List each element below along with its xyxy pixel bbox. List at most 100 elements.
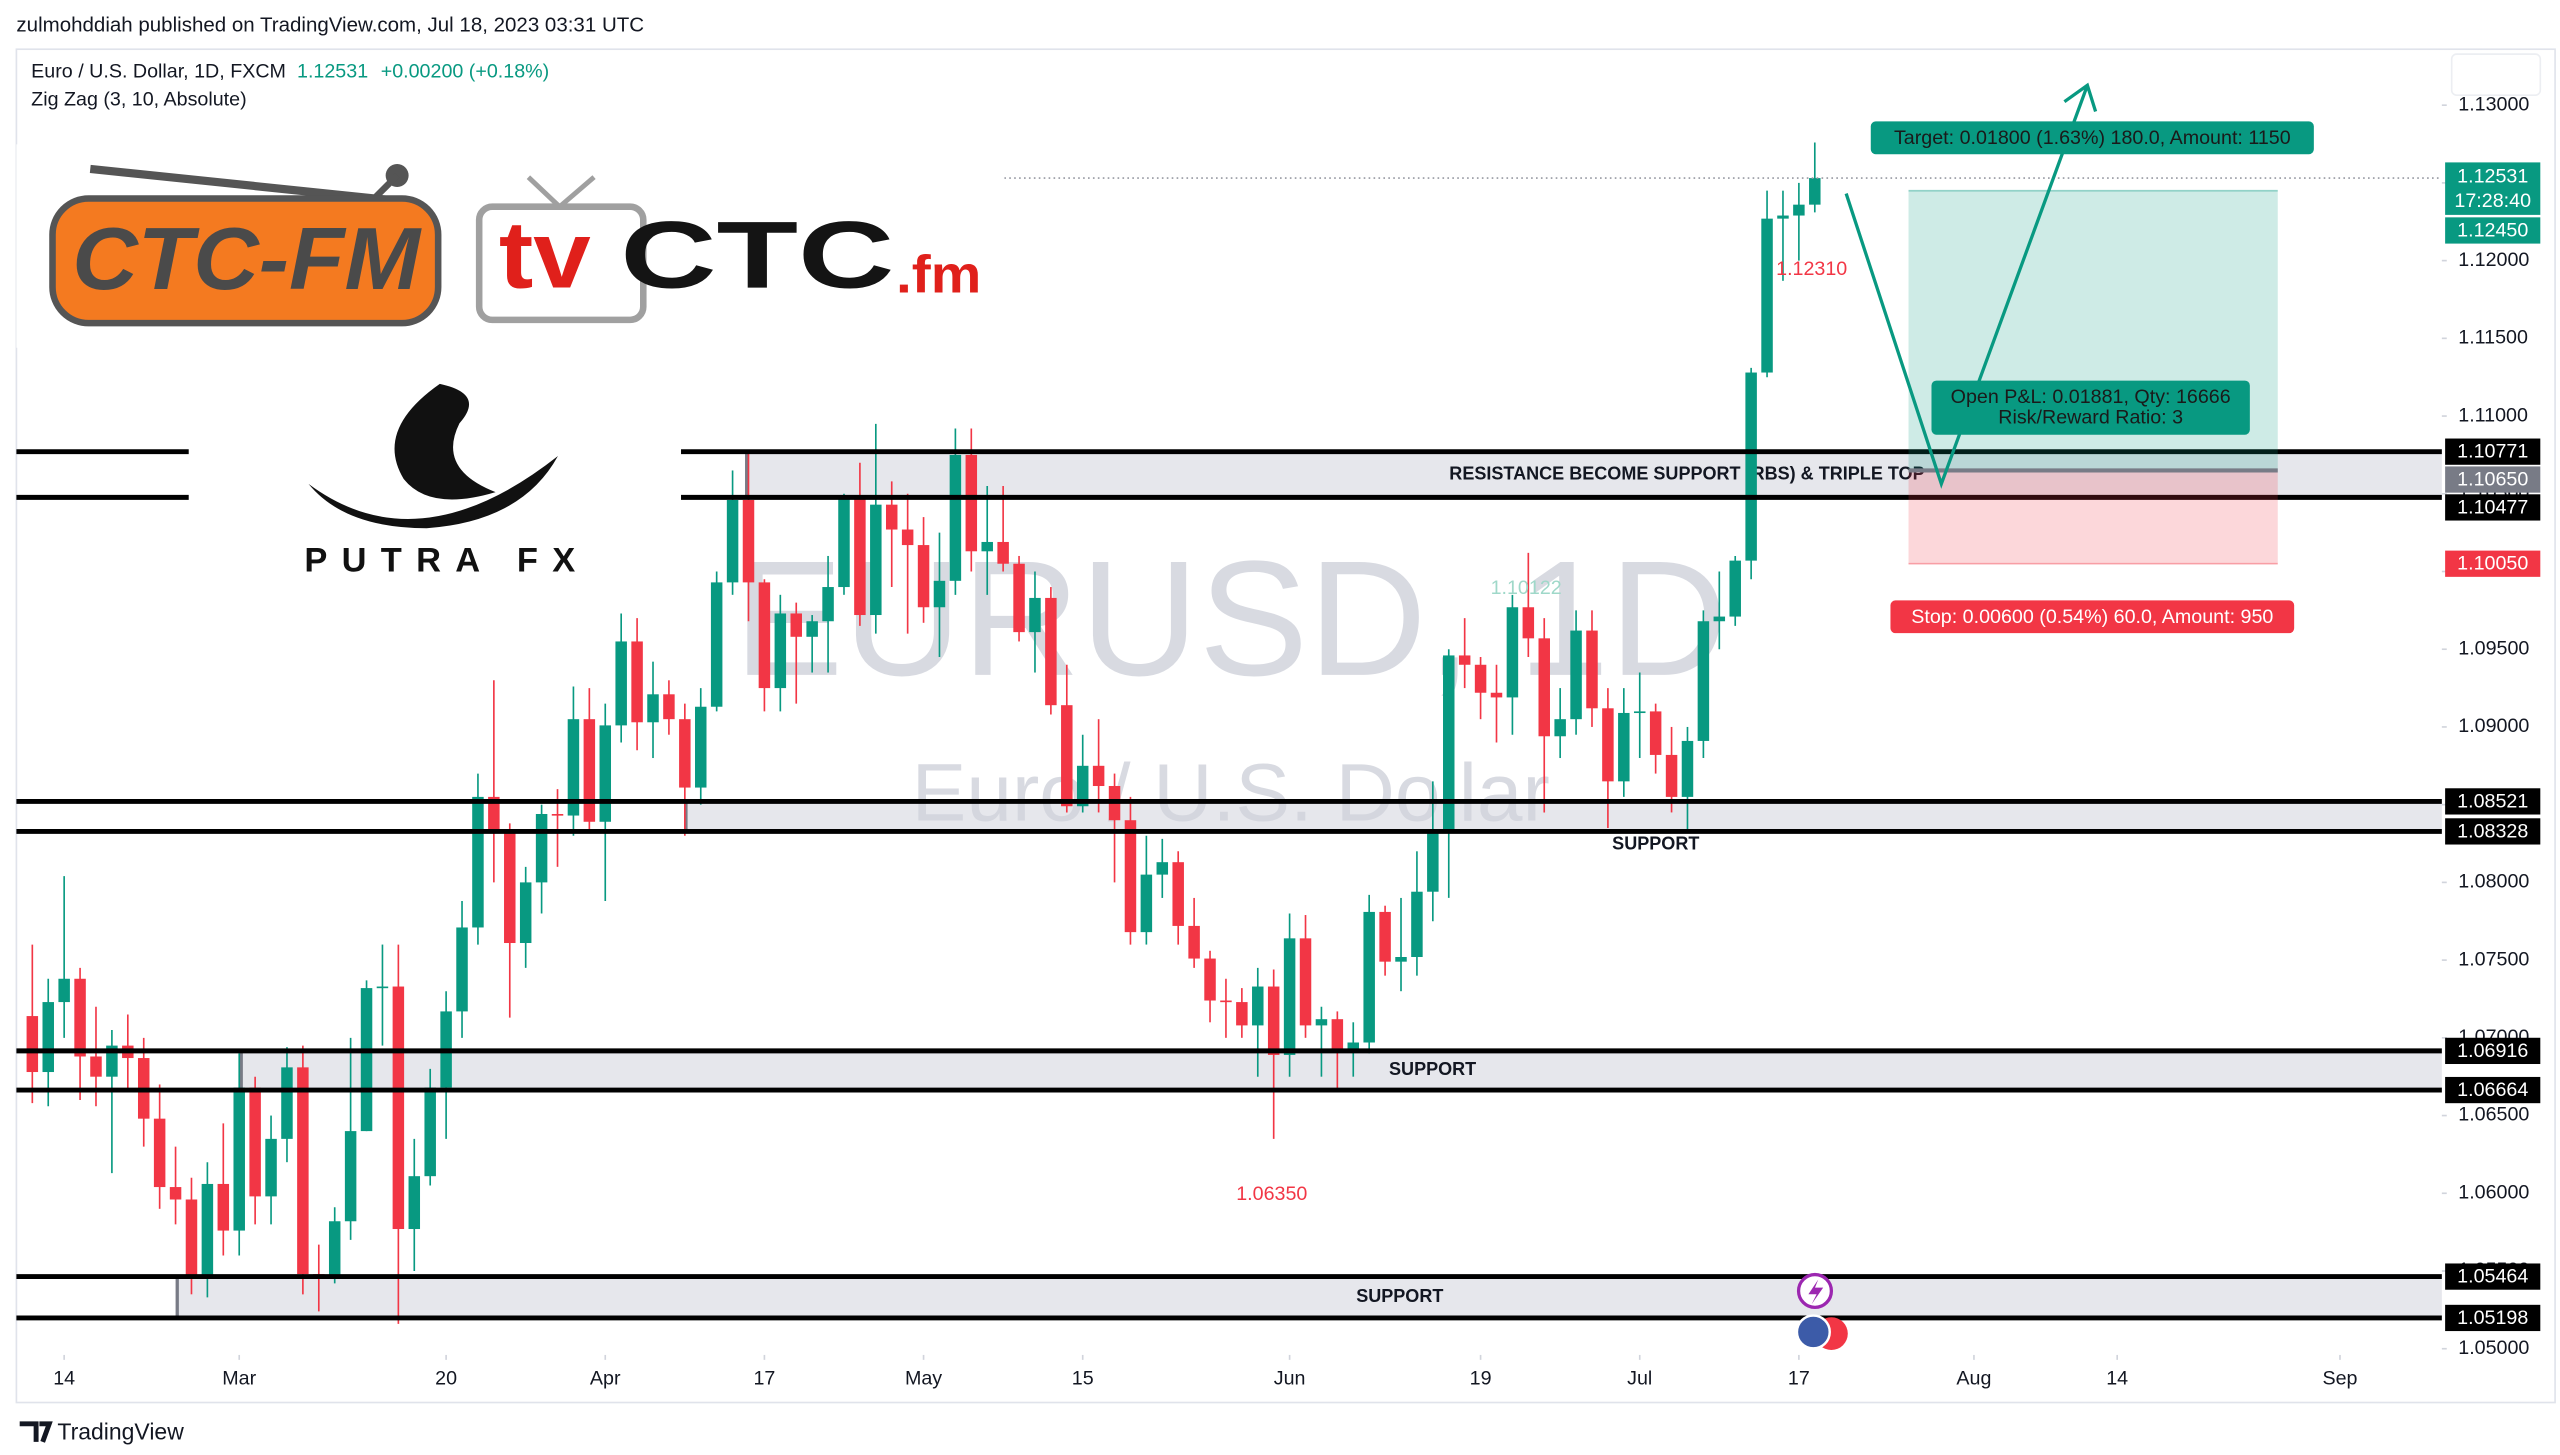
candle-body: [1045, 597, 1057, 706]
stop-label: Stop: 0.00600 (0.54%) 60.0, Amount: 950: [1911, 606, 2273, 628]
x-tick-label: 17: [1788, 1368, 1810, 1390]
candle-body: [1140, 874, 1153, 933]
candle-body: [265, 1138, 277, 1197]
price-label: 1.08328: [2457, 820, 2528, 842]
candle-body: [249, 1087, 261, 1197]
candle-body: [599, 725, 612, 822]
price-label-box: [2445, 438, 2541, 465]
candle-body: [710, 582, 723, 707]
projection-arrow: [1844, 82, 2098, 489]
candle-body: [551, 813, 564, 816]
candle-body: [488, 796, 500, 833]
x-tick-label: 14: [2106, 1368, 2128, 1390]
price-label: 1.08521: [2457, 790, 2528, 812]
candle-body: [1061, 705, 1073, 807]
candle-body: [615, 641, 627, 726]
zone: [746, 451, 2442, 498]
footer-brand: TradingView: [57, 1419, 184, 1445]
candle-body: [1697, 621, 1710, 741]
putra-flame: [394, 383, 496, 500]
last-price-label: 1.12531: [2457, 165, 2528, 187]
putra-swoosh: [308, 456, 558, 529]
price-label-box: [2445, 217, 2541, 244]
y-tick-label: 1.11000: [2458, 404, 2528, 426]
candle-body: [1092, 765, 1105, 787]
candle-body: [885, 504, 898, 530]
candle-body: [949, 454, 962, 581]
candle-body: [281, 1067, 293, 1139]
candle-body: [1172, 862, 1184, 926]
price-label: 1.10050: [2457, 553, 2528, 575]
zone-label: SUPPORT: [1612, 833, 1699, 853]
y-tick-label: 1.06000: [2458, 1181, 2529, 1203]
candle-body: [663, 694, 675, 720]
candle-body: [344, 1131, 357, 1222]
candle-body: [535, 813, 548, 883]
candle-body: [1665, 754, 1678, 797]
event-flag: [1795, 1314, 1831, 1350]
tv-text: tv: [499, 203, 591, 309]
symbol: Euro / U.S. Dollar, 1D, FXCM: [31, 60, 286, 82]
candle-body: [1522, 607, 1535, 639]
y-tick-label: 1.06500: [2458, 1104, 2529, 1126]
candle-body: [1220, 1000, 1232, 1003]
candle-body: [90, 1056, 102, 1077]
price-label: 1.10477: [2457, 496, 2528, 518]
candle-body: [1188, 925, 1200, 959]
price-label-box: [2445, 1263, 2541, 1290]
candle-body: [217, 1183, 230, 1231]
x-tick-label: Aug: [1956, 1368, 1991, 1390]
zigzag-label: 1.06350: [1236, 1183, 1307, 1205]
candle-body: [822, 587, 834, 622]
candle-body: [169, 1187, 182, 1200]
candle-body: [74, 978, 86, 1057]
candle-body: [42, 1002, 54, 1073]
candle-body: [854, 496, 866, 616]
price-label: 1.05464: [2457, 1266, 2528, 1288]
x-tick-label: May: [905, 1368, 942, 1390]
candle-body: [424, 1087, 436, 1177]
candle-body: [1443, 655, 1455, 833]
candle-body: [1506, 607, 1519, 698]
candle-body: [1204, 958, 1216, 1001]
candle-body: [1793, 204, 1805, 216]
candle-body: [1618, 712, 1630, 782]
price-label-box: [2445, 494, 2541, 521]
candle-body: [981, 541, 993, 552]
candle-body: [758, 582, 771, 689]
ctc-fm-text: CTC-FM: [72, 209, 422, 308]
price-label-box: [2445, 1076, 2541, 1104]
x-tick-label: Apr: [590, 1368, 621, 1390]
candle-body: [456, 927, 468, 1012]
candle-body: [1777, 215, 1789, 219]
zigzag-label: 1.10122: [1491, 577, 1562, 599]
candle-body: [106, 1045, 118, 1077]
candle-body: [376, 986, 389, 989]
x-tick-label: Sep: [2322, 1368, 2357, 1390]
candle-body: [806, 621, 818, 637]
candle-body: [1729, 560, 1741, 617]
x-tick-label: 14: [53, 1368, 75, 1390]
price-label: 1.10771: [2457, 441, 2528, 463]
candle-body: [965, 454, 978, 552]
price-label: 1.05198: [2457, 1307, 2528, 1329]
pnl-label-box: [1931, 380, 2250, 435]
ctc-fm-badge: [49, 195, 442, 327]
last-price-box: [2445, 162, 2541, 215]
price-label-box: [2445, 466, 2541, 493]
candle-body: [1490, 692, 1503, 698]
price-label-box: [2445, 788, 2541, 815]
y-tick-label: 1.11500: [2458, 327, 2528, 349]
candle-body: [58, 978, 70, 1003]
price-label-box: [2445, 1304, 2541, 1332]
candle-body: [408, 1176, 421, 1230]
axis-button: [2450, 53, 2542, 96]
zone: [241, 1050, 2442, 1091]
tv-frame: [475, 203, 647, 324]
antenna: [89, 164, 391, 205]
x-tick-label: 19: [1470, 1368, 1492, 1390]
candle-body: [185, 1199, 198, 1279]
candle-body: [742, 499, 755, 583]
